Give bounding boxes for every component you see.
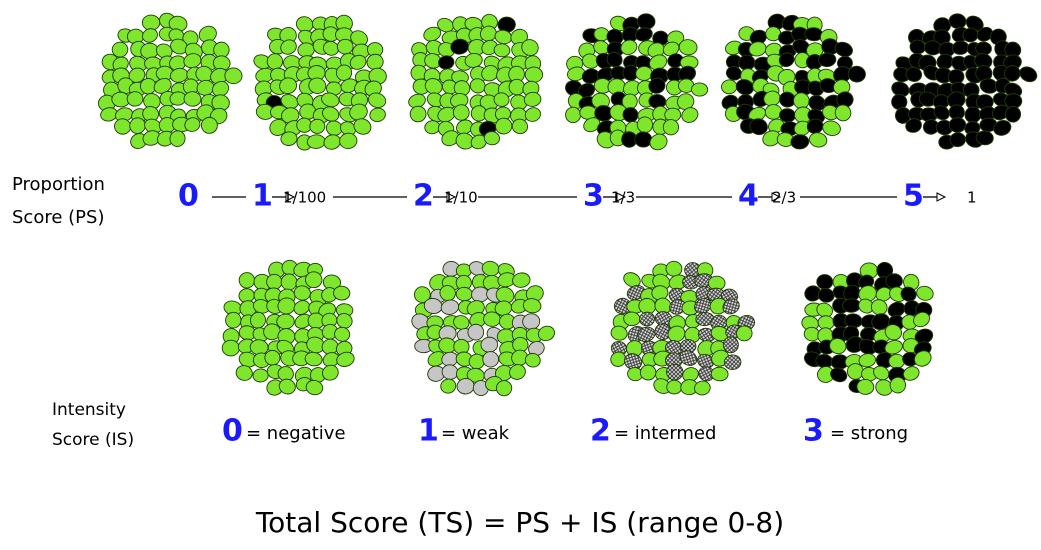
cell xyxy=(711,367,729,382)
cell xyxy=(790,134,809,149)
cell xyxy=(637,13,656,30)
cell xyxy=(224,67,242,84)
diagram: Proportion Score (PS) Intensity Score (I… xyxy=(0,0,1041,550)
cell xyxy=(511,272,531,289)
intensity-score: 2 xyxy=(590,414,611,449)
cell xyxy=(566,107,581,123)
intensity-score: 3 xyxy=(803,414,824,449)
cell xyxy=(339,132,358,149)
proportion-score: 5 xyxy=(903,179,924,214)
cell xyxy=(1017,64,1039,85)
cell xyxy=(889,354,905,368)
cell xyxy=(691,83,708,97)
cell xyxy=(915,285,935,302)
cell xyxy=(808,131,828,149)
cell xyxy=(635,66,653,81)
cell xyxy=(266,53,283,70)
cell xyxy=(238,271,256,289)
cell xyxy=(309,119,325,134)
cell xyxy=(948,13,967,30)
intensity-label: = weak xyxy=(441,423,510,444)
cell xyxy=(140,26,160,44)
cell xyxy=(634,131,652,147)
is-label: Score (IS) xyxy=(52,430,134,450)
is-label: Intensity xyxy=(52,400,126,420)
proportion-fraction: 1 xyxy=(967,189,977,207)
cell xyxy=(816,274,833,290)
proportion-fraction: 1/3 xyxy=(611,189,635,207)
cell xyxy=(721,79,738,95)
cell xyxy=(369,107,387,123)
cell xyxy=(639,364,656,381)
cell xyxy=(437,54,455,70)
ps-label: Score (PS) xyxy=(12,207,104,228)
proportion-fraction: 2/3 xyxy=(772,189,796,207)
cell xyxy=(142,15,160,30)
page: Proportion Score (PS) Intensity Score (I… xyxy=(0,0,1041,550)
cell xyxy=(523,106,542,124)
cell xyxy=(639,311,656,327)
cell xyxy=(666,261,683,277)
cell xyxy=(305,272,322,288)
total-score: Total Score (TS) = PS + IS (range 0-8) xyxy=(255,506,784,539)
proportion-score: 4 xyxy=(738,179,759,214)
proportion-score: 0 xyxy=(178,179,199,214)
cell xyxy=(201,117,218,134)
arrow-head xyxy=(937,193,945,201)
proportion-score: 1 xyxy=(252,179,273,214)
cell xyxy=(667,380,682,394)
cell xyxy=(127,91,144,106)
intensity-label: = intermed xyxy=(614,423,716,444)
ps-label: Proportion xyxy=(12,174,105,195)
cell xyxy=(647,131,669,152)
cell xyxy=(456,287,473,301)
cell xyxy=(439,377,458,395)
cell xyxy=(222,340,240,357)
intensity-score: 0 xyxy=(222,414,243,449)
cell xyxy=(509,79,525,95)
intensity-label: = strong xyxy=(830,423,908,444)
intensity-label: = negative xyxy=(246,423,346,444)
intensity-score: 1 xyxy=(418,414,439,449)
proportion-score: 2 xyxy=(413,179,434,214)
cell xyxy=(949,118,966,133)
proportion-fraction: 1/100 xyxy=(283,189,326,207)
cell xyxy=(252,368,268,382)
cell xyxy=(184,91,202,106)
cell xyxy=(480,337,498,353)
cell xyxy=(667,364,684,380)
cell xyxy=(483,352,499,368)
cell xyxy=(885,273,902,288)
cell xyxy=(525,67,543,83)
proportion-fraction: 1/10 xyxy=(444,189,478,207)
proportion-score: 3 xyxy=(583,179,604,214)
cell xyxy=(113,117,132,135)
cell xyxy=(409,105,427,123)
